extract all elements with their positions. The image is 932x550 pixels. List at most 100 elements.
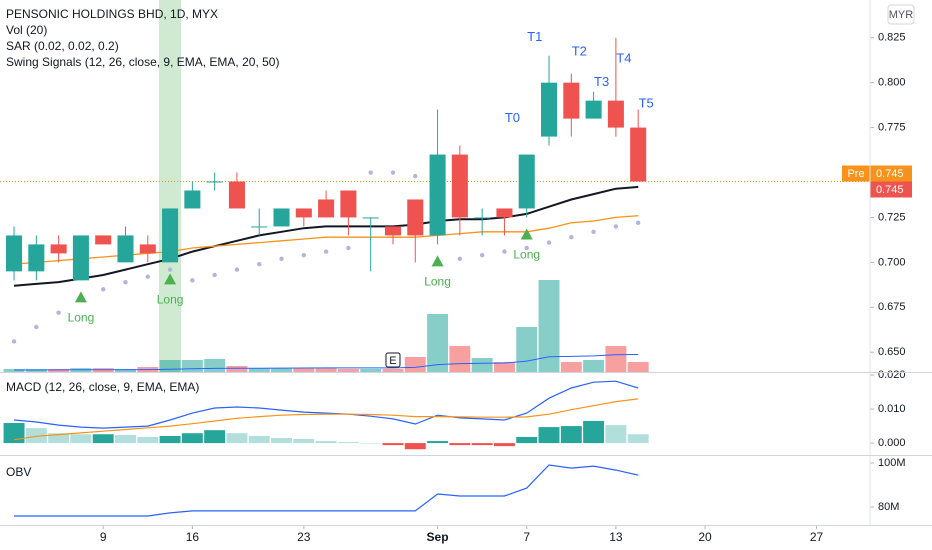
histogram-bar xyxy=(48,433,70,444)
histogram-bar xyxy=(404,443,426,450)
histogram-bar xyxy=(493,443,515,447)
histogram-bar xyxy=(627,434,649,444)
sar-dot xyxy=(346,245,351,251)
currency-button[interactable] xyxy=(887,4,915,25)
candle-body xyxy=(607,100,624,128)
sar-dot xyxy=(34,324,39,330)
y-tick-label: 0.650 xyxy=(878,346,906,358)
volume-bar xyxy=(48,368,70,372)
histogram-bar xyxy=(70,434,92,444)
x-tick-label: Sep xyxy=(427,530,449,544)
price-tag-name: Pre xyxy=(847,168,864,180)
y-tick-label: 0.775 xyxy=(878,122,906,134)
volume-bar xyxy=(315,368,337,372)
legend-entry: Vol (20) xyxy=(6,23,47,37)
sar-dot xyxy=(390,170,396,175)
ema-line xyxy=(13,185,639,287)
volume-bar xyxy=(471,358,493,372)
histogram-bar xyxy=(248,435,270,444)
candle-body xyxy=(139,244,156,254)
target-label: T1 xyxy=(527,29,542,44)
sar-dot xyxy=(257,261,262,267)
sar-dot xyxy=(190,278,195,283)
volume-bar xyxy=(248,368,270,372)
histogram-bar xyxy=(427,441,449,444)
candle-body xyxy=(117,235,134,263)
histogram-bar xyxy=(315,441,337,444)
y-tick-label: 0.700 xyxy=(878,256,906,268)
candle-body xyxy=(340,190,357,218)
sar-dot xyxy=(546,240,552,245)
volume-bar xyxy=(271,368,293,372)
volume-bar xyxy=(293,368,315,372)
x-tick-label: 20 xyxy=(698,530,712,544)
candle-body xyxy=(585,100,602,119)
candle-body xyxy=(407,199,424,236)
histogram-bar xyxy=(271,437,293,444)
histogram-bar xyxy=(3,423,25,444)
y-tick-label: 0.010 xyxy=(878,403,906,415)
y-tick-label: 0.020 xyxy=(878,369,906,381)
target-label: T0 xyxy=(505,110,520,125)
legend-entry: OBV xyxy=(6,465,31,479)
volume-bar xyxy=(583,360,605,372)
candle-body xyxy=(251,226,268,228)
volume-bar xyxy=(493,362,515,372)
signal-label: Long xyxy=(424,275,451,289)
histogram-bar xyxy=(471,443,493,446)
volume-bar xyxy=(382,368,404,372)
candle-body xyxy=(72,235,89,281)
legend-entry: Swing Signals (12, 26, close, 9, EMA, EM… xyxy=(6,55,279,69)
sar-dot xyxy=(524,245,529,251)
sar-dot xyxy=(569,235,574,240)
candle-body xyxy=(228,181,245,209)
candle-body xyxy=(362,217,379,219)
volume-bar xyxy=(204,358,226,372)
candle-body xyxy=(563,82,580,119)
histogram-bar xyxy=(538,427,560,444)
histogram-bar xyxy=(226,433,248,444)
target-label: T3 xyxy=(594,74,609,89)
legend-entry: SAR (0.02, 0.02, 0.2) xyxy=(6,39,119,53)
x-tick-label: 7 xyxy=(523,530,530,544)
price-tag-box xyxy=(870,181,912,198)
signal-label: Long xyxy=(513,248,540,262)
volume-bar xyxy=(449,346,471,372)
y-tick-label: 0.675 xyxy=(878,301,906,313)
candle-body xyxy=(540,82,558,137)
event-marker xyxy=(385,352,401,368)
x-tick-label: 16 xyxy=(186,530,200,544)
volume-bar xyxy=(360,368,382,372)
sar-dot xyxy=(145,274,150,279)
candle-body xyxy=(496,208,513,218)
target-label: T4 xyxy=(616,51,631,66)
candle-body xyxy=(162,208,179,263)
y-tick-label: 0.000 xyxy=(878,437,906,449)
y-tick-label: 0.825 xyxy=(878,32,906,44)
currency[interactable]: MYR xyxy=(889,9,914,21)
target-label: T2 xyxy=(572,44,587,59)
signal-arrow xyxy=(164,273,177,285)
sar-dot xyxy=(323,249,329,254)
histogram-bar xyxy=(181,433,203,444)
candle-body xyxy=(518,154,535,209)
histogram-bar xyxy=(449,443,471,446)
sar-dot xyxy=(234,267,240,272)
sar-dot xyxy=(591,229,596,235)
candle-body xyxy=(206,181,223,183)
sar-dot xyxy=(635,220,641,226)
volume-bar xyxy=(516,327,538,372)
price-tag-label: 0.745 xyxy=(876,168,904,180)
volume-bar xyxy=(115,368,136,372)
candle-body xyxy=(429,154,446,236)
histogram-bar xyxy=(560,426,582,444)
histogram-bar xyxy=(605,425,627,444)
sar-dot xyxy=(123,279,128,285)
volume-bar xyxy=(538,280,560,372)
histogram-bar xyxy=(92,434,114,444)
sar-dot xyxy=(101,287,106,292)
sar-dot xyxy=(502,249,507,254)
